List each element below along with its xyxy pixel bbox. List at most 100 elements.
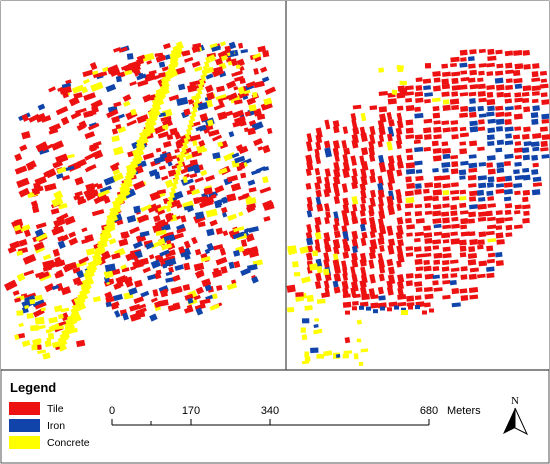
building-footprint: [51, 284, 60, 291]
building-footprint: [316, 203, 324, 212]
building-footprint: [477, 105, 484, 112]
building-footprint: [126, 214, 137, 224]
building-footprint: [487, 118, 496, 124]
building-footprint: [359, 183, 367, 192]
building-footprint: [414, 231, 425, 237]
building-footprint: [21, 340, 31, 347]
building-footprint: [153, 155, 166, 165]
building-footprint: [91, 209, 105, 217]
building-footprint: [468, 196, 477, 202]
building-footprint: [513, 147, 524, 153]
building-footprint: [219, 247, 227, 256]
building-footprint: [469, 190, 478, 197]
building-footprint: [314, 318, 320, 322]
building-footprint: [351, 230, 359, 240]
building-footprint: [360, 266, 367, 276]
building-footprint: [166, 239, 172, 245]
building-footprint: [187, 297, 194, 304]
building-footprint: [540, 140, 548, 147]
building-footprint: [433, 182, 442, 189]
building-footprint: [386, 280, 393, 289]
building-footprint: [176, 137, 186, 145]
building-footprint: [377, 259, 386, 269]
building-footprint: [55, 153, 69, 164]
building-footprint: [215, 93, 227, 101]
building-footprint: [404, 203, 414, 209]
building-footprint: [42, 265, 53, 272]
building-footprint: [102, 195, 111, 204]
building-footprint: [31, 185, 44, 194]
building-footprint: [263, 97, 273, 106]
building-footprint: [117, 113, 125, 119]
building-footprint: [183, 262, 191, 271]
building-footprint: [468, 91, 477, 97]
building-footprint: [42, 254, 52, 261]
building-footprint: [34, 338, 42, 343]
building-footprint: [377, 189, 385, 199]
building-footprint: [477, 239, 485, 246]
building-footprint: [226, 282, 238, 291]
building-footprint: [215, 227, 224, 235]
building-footprint: [356, 338, 362, 343]
building-footprint: [199, 202, 205, 209]
building-footprint: [304, 351, 310, 358]
building-footprint: [286, 284, 296, 293]
building-footprint: [218, 167, 228, 175]
building-footprint: [187, 166, 195, 172]
building-footprint: [314, 154, 322, 165]
building-footprint: [378, 90, 388, 96]
building-footprint: [514, 161, 522, 167]
building-footprint: [396, 245, 404, 255]
building-footprint: [378, 134, 385, 143]
building-footprint: [414, 160, 423, 166]
building-footprint: [496, 176, 506, 183]
building-footprint: [299, 245, 309, 255]
building-footprint: [162, 140, 172, 148]
building-footprint: [304, 305, 313, 311]
building-footprint: [413, 246, 422, 252]
building-footprint: [135, 145, 145, 156]
building-footprint: [341, 183, 348, 193]
building-footprint: [459, 202, 467, 208]
building-footprint: [424, 245, 432, 252]
building-footprint: [49, 259, 62, 269]
building-footprint: [531, 77, 541, 83]
building-footprint: [449, 279, 457, 286]
building-footprint: [257, 45, 267, 53]
building-footprint: [359, 209, 366, 217]
building-footprint: [514, 190, 521, 196]
building-footprint: [405, 127, 414, 134]
building-footprint: [176, 215, 182, 220]
building-footprint: [314, 167, 321, 176]
building-footprint: [186, 304, 194, 313]
building-footprint: [405, 91, 414, 96]
building-footprint: [477, 126, 486, 132]
building-footprint: [14, 165, 28, 175]
building-footprint: [126, 276, 133, 282]
building-footprint: [397, 253, 405, 264]
building-footprint: [259, 186, 272, 194]
building-footprint: [160, 242, 173, 251]
building-footprint: [111, 115, 120, 124]
building-footprint: [424, 98, 431, 104]
building-footprint: [45, 168, 57, 179]
building-footprint: [48, 128, 59, 135]
building-footprint: [442, 246, 451, 252]
building-footprint: [540, 92, 548, 98]
building-footprint: [51, 140, 65, 151]
building-footprint: [387, 181, 394, 191]
building-footprint: [368, 209, 374, 217]
building-footprint: [211, 45, 221, 53]
building-footprint: [208, 54, 217, 62]
building-footprint: [351, 195, 359, 205]
building-footprint: [342, 353, 349, 359]
building-footprint: [21, 131, 31, 140]
building-footprint: [386, 168, 394, 177]
building-footprint: [130, 108, 137, 116]
building-footprint: [306, 133, 313, 143]
building-footprint: [442, 104, 451, 111]
building-footprint: [248, 249, 260, 258]
building-footprint: [423, 118, 433, 124]
building-footprint: [370, 302, 379, 309]
building-footprint: [238, 211, 244, 217]
